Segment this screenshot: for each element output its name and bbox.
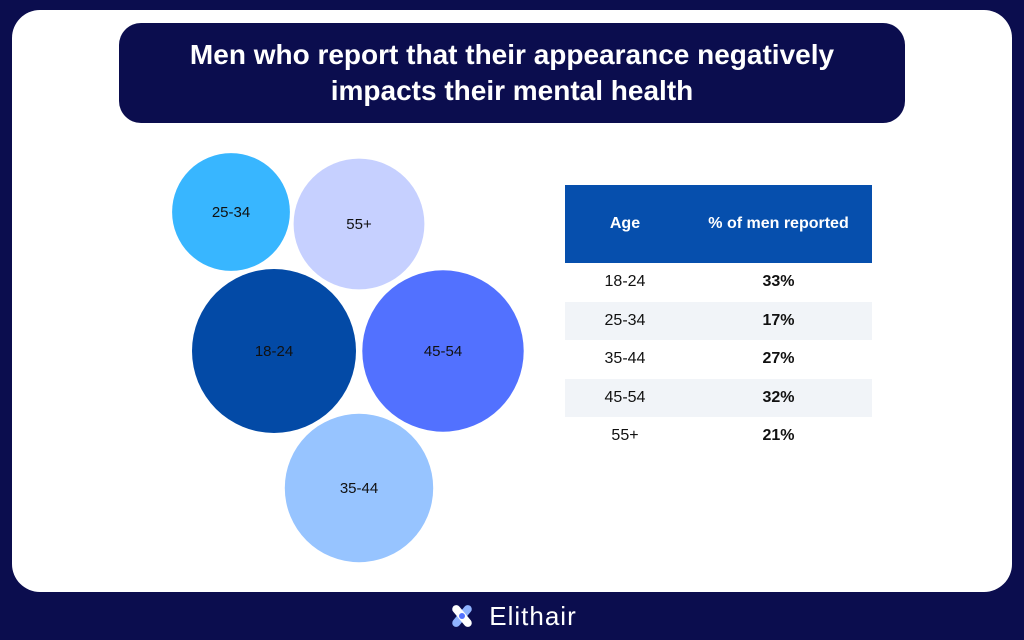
bubble-label: 35-44 xyxy=(340,480,378,497)
row-percent: 17% xyxy=(762,311,795,329)
table-row: 45-54 32% xyxy=(565,378,872,417)
data-table: Age % of men reported 18-24 33% 25-34 17… xyxy=(565,185,872,456)
bubble-18-24 xyxy=(192,269,356,433)
bubble-55plus xyxy=(293,158,425,290)
row-percent: 21% xyxy=(762,427,795,445)
bubble-label: 18-24 xyxy=(255,343,293,360)
brand-name: Elithair xyxy=(489,600,577,631)
infographic-card: Men who report that their appearance neg… xyxy=(12,10,1012,592)
table-row: 18-24 33% xyxy=(565,263,872,302)
row-percent: 27% xyxy=(762,350,795,368)
row-age: 18-24 xyxy=(604,273,646,291)
table-row: 35-44 27% xyxy=(565,340,872,379)
table-header: Age % of men reported xyxy=(565,185,872,263)
elithair-logo-icon xyxy=(452,605,473,627)
row-age: 35-44 xyxy=(604,350,646,368)
chart-title: Men who report that their appearance neg… xyxy=(189,39,835,106)
bubble-45-54 xyxy=(362,270,524,432)
row-age: 45-54 xyxy=(604,388,646,406)
row-age: 25-34 xyxy=(604,311,646,329)
row-percent: 33% xyxy=(762,273,795,291)
table-row: 25-34 17% xyxy=(565,301,872,340)
bubble-25-34 xyxy=(172,153,290,271)
table-row: 55+ 21% xyxy=(565,417,872,456)
row-age: 55+ xyxy=(611,427,639,445)
bubble-label: 25-34 xyxy=(212,204,250,221)
bubble-label: 45-54 xyxy=(424,343,462,360)
bubble-35-44 xyxy=(284,413,434,563)
title-banner: Men who report that their appearance neg… xyxy=(119,23,905,123)
bubble-label: 55+ xyxy=(346,216,372,233)
header-percent: % of men reported xyxy=(708,215,849,232)
footer: Elithair xyxy=(0,592,1024,640)
row-percent: 32% xyxy=(762,388,795,406)
header-age: Age xyxy=(609,215,641,232)
